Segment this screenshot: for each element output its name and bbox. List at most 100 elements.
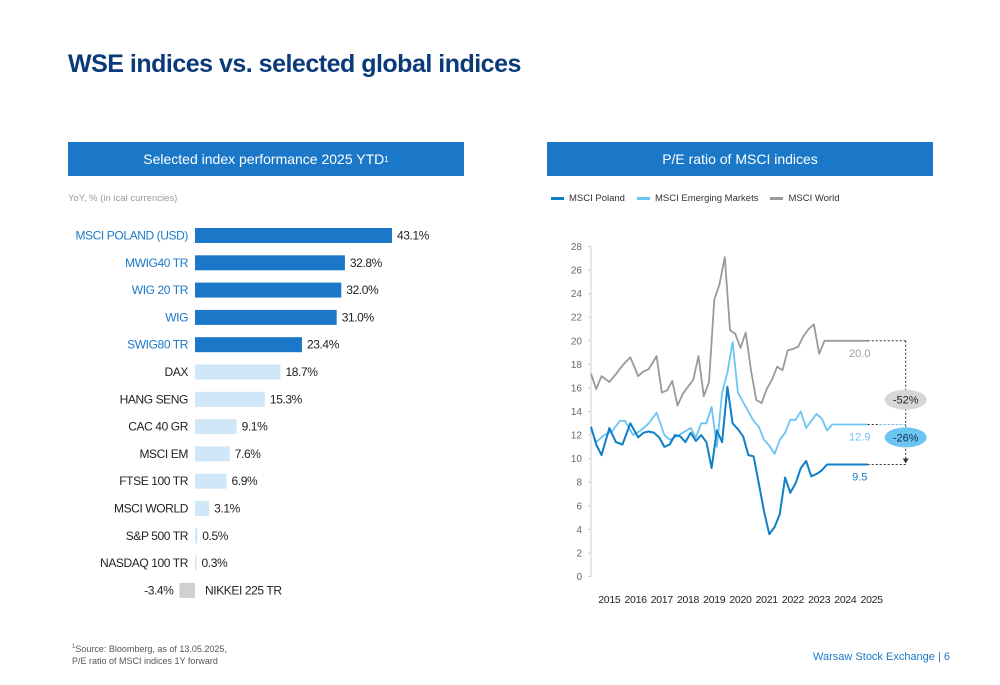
y-tick-label: 28 — [571, 242, 583, 253]
x-tick-label: 2024 — [834, 594, 857, 606]
category-label: S&P 500 TR — [126, 529, 189, 543]
value-label: 31.0% — [342, 310, 375, 324]
end-value-label: 12.9 — [849, 431, 870, 443]
right-chart-banner: P/E ratio of MSCI indices — [547, 142, 933, 176]
bar — [195, 528, 198, 544]
value-label: 23.4% — [307, 338, 340, 352]
value-label: -3.4% — [144, 583, 174, 597]
bar — [195, 473, 227, 489]
end-value-label: 20.0 — [849, 348, 870, 360]
y-tick-label: 14 — [571, 407, 583, 418]
legend-swatch — [551, 197, 564, 200]
y-tick-label: 10 — [571, 454, 583, 465]
left-chart-banner: Selected index performance 2025 YTD 1 — [68, 142, 464, 176]
legend-label: MSCI World — [788, 193, 840, 204]
category-label: FTSE 100 TR — [119, 474, 188, 488]
bar — [195, 419, 237, 435]
value-label: 7.6% — [235, 447, 261, 461]
category-label: DAX — [165, 365, 189, 379]
value-label: 15.3% — [270, 392, 303, 406]
y-tick-label: 16 — [571, 383, 583, 394]
bar — [195, 391, 265, 407]
bar — [195, 282, 342, 298]
bar — [195, 501, 210, 516]
series-line — [590, 341, 868, 455]
value-label: 6.9% — [232, 474, 258, 488]
page-title: WSE indices vs. selected global indices — [68, 50, 521, 78]
category-label: MSCI EM — [139, 447, 188, 461]
x-tick-label: 2021 — [756, 594, 779, 606]
legend-item: MSCI Poland — [551, 193, 625, 204]
value-label: 9.1% — [242, 420, 268, 434]
x-tick-label: 2025 — [861, 594, 884, 606]
y-tick-label: 8 — [576, 478, 582, 489]
y-tick-label: 24 — [571, 289, 583, 300]
bracket-arrow — [902, 458, 909, 464]
value-label: 43.1% — [397, 229, 430, 243]
category-label: NASDAQ 100 TR — [100, 556, 189, 570]
bar — [195, 555, 197, 571]
right-banner-text: P/E ratio of MSCI indices — [662, 151, 818, 167]
x-tick-label: 2016 — [624, 594, 647, 606]
footer-brand: Warsaw Stock Exchange | 6 — [813, 651, 950, 663]
bar — [195, 364, 281, 380]
y-tick-label: 20 — [571, 336, 583, 347]
x-tick-label: 2023 — [808, 594, 831, 606]
footnote-line-1: Source: Bloomberg, as of 13.05.2025, — [75, 644, 227, 654]
value-label: 0.3% — [202, 556, 228, 570]
legend-item: MSCI Emerging Markets — [636, 193, 759, 204]
series-line — [590, 256, 868, 407]
diff-label-em: -26% — [893, 432, 919, 444]
left-banner-text: Selected index performance 2025 YTD — [143, 151, 385, 167]
x-tick-label: 2019 — [703, 594, 726, 606]
footnote-mark: 1 — [72, 644, 76, 650]
category-label: SWIG80 TR — [127, 338, 189, 352]
y-tick-label: 12 — [571, 431, 583, 442]
series-line — [590, 385, 868, 536]
x-tick-label: 2018 — [677, 594, 700, 606]
category-label: MSCI WORLD — [114, 502, 189, 516]
category-label: CAC 40 GR — [128, 420, 188, 434]
pe-chart-legend: MSCI Poland MSCI Emerging Markets MSCI Wor… — [551, 193, 840, 204]
value-label: 18.7% — [285, 365, 318, 379]
category-label: NIKKEI 225 TR — [205, 583, 282, 597]
category-label: WIG — [165, 310, 188, 324]
y-tick-label: 26 — [571, 266, 583, 277]
category-label: HANG SENG — [120, 392, 188, 406]
y-tick-label: 6 — [576, 501, 582, 512]
legend-label: MSCI Poland — [569, 193, 625, 204]
legend-label: MSCI Emerging Markets — [654, 193, 759, 204]
left-banner-footnote-mark: 1 — [384, 154, 389, 164]
bar — [195, 309, 337, 325]
y-tick-label: 0 — [576, 572, 582, 583]
y-tick-label: 4 — [576, 525, 582, 536]
x-tick-label: 2022 — [782, 594, 805, 606]
bar — [195, 446, 230, 462]
value-label: 32.0% — [346, 283, 379, 297]
diff-bubble-world — [884, 389, 927, 410]
category-label: MSCI POLAND (USD) — [75, 229, 188, 243]
diff-bubble-em — [884, 427, 927, 448]
category-label: MWIG40 TR — [125, 256, 189, 270]
bar-chart-unit-note: YoY, % (in ical currencies) — [68, 193, 178, 204]
x-tick-label: 2017 — [651, 594, 674, 606]
end-value-label: 9.5 — [852, 472, 867, 484]
value-label: 0.5% — [202, 529, 228, 543]
category-label: WIG 20 TR — [132, 283, 189, 297]
value-label: 3.1% — [214, 502, 240, 516]
legend-item: MSCI World — [770, 193, 840, 204]
y-tick-label: 2 — [576, 548, 582, 559]
performance-bar-chart: MSCI POLAND (USD) 43.1% MWIG40 TR 32.8% WIG … — [75, 228, 430, 598]
x-tick-label: 2020 — [729, 594, 752, 606]
bar — [195, 228, 392, 243]
footnote: 1Source: Bloomberg, as of 13.05.2025, P/… — [72, 641, 227, 667]
footnote-line-2: P/E ratio of MSCI indices 1Y forward — [72, 656, 218, 666]
diff-label-world: -52% — [893, 395, 919, 407]
bar — [195, 337, 302, 353]
y-tick-label: 18 — [571, 360, 583, 371]
y-tick-label: 22 — [571, 313, 583, 324]
value-label: 32.8% — [350, 256, 383, 270]
legend-swatch — [636, 197, 650, 200]
x-tick-label: 2015 — [598, 594, 621, 606]
